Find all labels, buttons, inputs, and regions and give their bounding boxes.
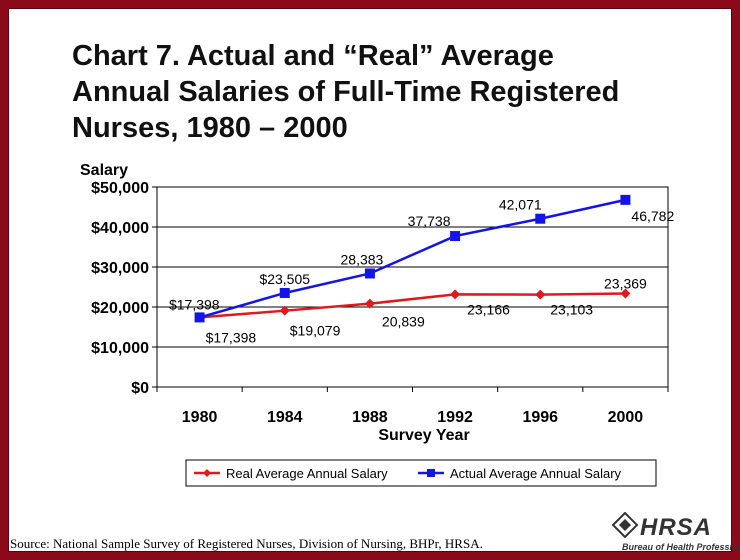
- data-label: $19,079: [290, 323, 341, 339]
- series-line-actual: [199, 198, 626, 319]
- data-label: 23,166: [467, 301, 510, 317]
- legend-marker-real: [203, 469, 211, 477]
- legend-label: Real Average Annual Salary: [226, 466, 388, 481]
- legend-box: [185, 459, 657, 487]
- data-point-actual: [450, 231, 461, 242]
- title-line-1: Chart 7. Actual and “Real” Average: [72, 40, 554, 72]
- data-label: 28,383: [341, 251, 384, 267]
- y-tick-label: $40,000: [91, 220, 149, 237]
- legend-label: Actual Average Annual Salary: [450, 466, 622, 481]
- data-point-actual: [620, 194, 631, 205]
- data-label: 37,738: [408, 213, 451, 229]
- x-tick-label: 2000: [608, 409, 644, 426]
- data-point-real: [620, 288, 631, 299]
- chart-title: Chart 7. Actual and “Real” Average Annua…: [72, 38, 692, 146]
- data-label: 42,071: [499, 197, 542, 213]
- data-label: 46,782: [631, 208, 674, 224]
- x-tick-label: 1996: [522, 409, 558, 426]
- legend-marker-actual: [427, 469, 435, 477]
- x-axis-title: Survey Year: [378, 427, 469, 444]
- title-line-2: Annual Salaries of Full-Time Registered: [72, 76, 620, 108]
- x-tick-label: 1992: [437, 409, 473, 426]
- x-tick-label: 1988: [352, 409, 388, 426]
- data-point-real: [279, 305, 290, 316]
- data-point-real: [535, 289, 546, 300]
- logo-subtitle: Bureau of Health Professions: [622, 542, 740, 552]
- data-point-actual: [194, 312, 205, 323]
- data-label: $17,398: [169, 296, 220, 312]
- data-label: $17,398: [206, 329, 257, 345]
- y-tick-label: $0: [131, 380, 149, 397]
- data-point-real: [364, 298, 375, 309]
- x-tick-label: 1980: [182, 409, 218, 426]
- y-tick-label: $10,000: [91, 340, 149, 357]
- data-label: 23,103: [550, 302, 593, 318]
- series-line-real: [199, 292, 626, 319]
- data-point-actual: [364, 268, 375, 279]
- plot-area: [156, 186, 669, 388]
- data-point-actual: [279, 287, 290, 298]
- hrsa-emblem-icon: [612, 512, 638, 538]
- y-tick-label: $30,000: [91, 260, 149, 277]
- source-note: Source: National Sample Survey of Regist…: [10, 536, 483, 551]
- data-point-actual: [535, 213, 546, 224]
- data-label: 23,369: [604, 276, 647, 292]
- x-tick-label: 1984: [267, 409, 303, 426]
- hrsa-logo: HRSA Bureau of Health Professions: [610, 508, 740, 556]
- y-tick-label: $20,000: [91, 300, 149, 317]
- logo-word: HRSA: [640, 514, 713, 541]
- title-line-3: Nurses, 1980 – 2000: [72, 112, 348, 144]
- data-point-real: [450, 289, 461, 300]
- y-axis-title: Salary: [80, 162, 128, 179]
- y-tick-label: $50,000: [91, 180, 149, 197]
- data-label: 20,839: [382, 314, 425, 330]
- data-label: $23,505: [259, 271, 310, 287]
